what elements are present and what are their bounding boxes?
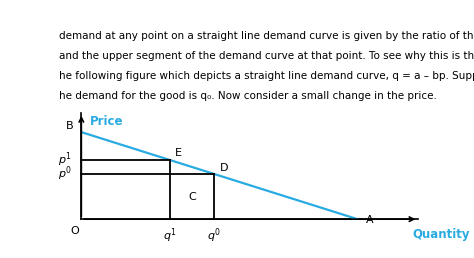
Text: C: C [188,191,196,201]
Text: Price: Price [90,115,123,128]
Text: $q^0$: $q^0$ [207,226,221,245]
Text: E: E [175,148,182,158]
Text: demand at any point on a straight line demand curve is given by the ratio of the: demand at any point on a straight line d… [59,31,474,41]
Text: Quantity: Quantity [413,228,470,241]
Text: $p^1$: $p^1$ [58,151,72,169]
Text: O: O [70,226,79,236]
Text: $q^1$: $q^1$ [163,226,177,245]
Text: B: B [65,121,73,131]
Text: he following figure which depicts a straight line demand curve, q = a – bp. Supp: he following figure which depicts a stra… [59,71,474,81]
Text: he demand for the good is q₀. Now consider a small change in the price.: he demand for the good is q₀. Now consid… [59,91,437,101]
Text: $p^0$: $p^0$ [58,165,72,183]
Text: D: D [219,163,228,173]
Text: A: A [366,215,374,225]
Text: and the upper segment of the demand curve at that point. To see why this is the : and the upper segment of the demand curv… [59,51,474,61]
